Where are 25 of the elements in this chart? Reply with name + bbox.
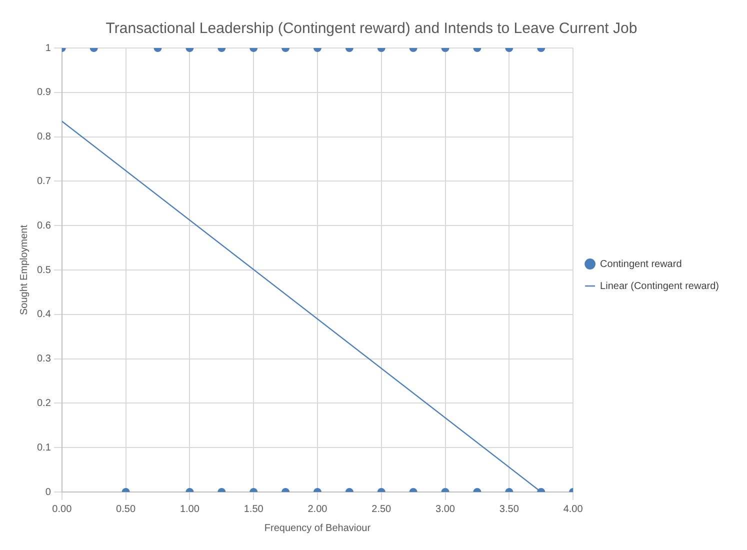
y-tick-label: 0.9 (36, 87, 52, 98)
y-tick-label: 0.2 (36, 398, 52, 409)
x-tick-label: 3.00 (436, 504, 456, 515)
y-tick-label: 0 (45, 486, 52, 498)
x-tick-label: 1.00 (180, 504, 200, 515)
chart-title: Transactional Leadership (Contingent reward) and Intends to Leave Current Job (106, 20, 638, 38)
y-tick-label: 0.6 (36, 220, 52, 232)
y-tick-label: 1 (45, 42, 52, 54)
y-tick-label: 0.7 (36, 176, 52, 187)
y-tick-label: 0.4 (36, 309, 52, 320)
y-tick-label: 0.5 (36, 264, 52, 276)
x-tick-label: 3.50 (499, 504, 520, 515)
legend-label: Linear (Contingent reward) (600, 280, 720, 292)
y-tick-label: 0.1 (36, 442, 52, 454)
x-tick-label: 4.00 (563, 504, 584, 515)
legend-label: Contingent reward (600, 258, 682, 270)
x-tick-label: 2.00 (308, 504, 328, 515)
x-tick-label: 2.50 (372, 504, 392, 515)
x-tick-label: 1.50 (244, 504, 264, 515)
y-tick-label: 0.3 (36, 354, 52, 365)
y-axis-title: Sought Employment (18, 224, 30, 316)
x-tick-label: 0.50 (116, 504, 136, 515)
x-tick-label: 0.00 (52, 504, 72, 515)
y-tick-label: 0.8 (36, 132, 52, 143)
x-axis-title: Frequency of Behaviour (264, 522, 372, 534)
